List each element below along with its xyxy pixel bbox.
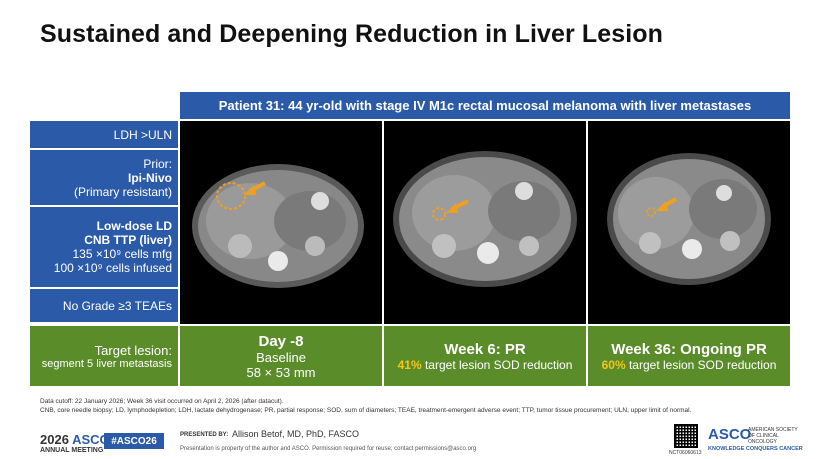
timepoint-title: Week 6: PR xyxy=(444,340,526,358)
footnote-line-2: CNB, core needle biopsy; LD, lymphodeple… xyxy=(40,406,692,414)
ldh-text: LDH >ULN xyxy=(113,127,172,142)
property-notice: Presentation is property of the author a… xyxy=(180,446,477,452)
teae-box: No Grade ≥3 TEAEs xyxy=(30,289,178,322)
timepoint-title: Day -8 xyxy=(258,332,304,350)
ct-scan-image xyxy=(192,164,364,288)
teae-text: No Grade ≥3 TEAEs xyxy=(62,298,172,313)
nct-number: NCT06060613 xyxy=(669,450,702,456)
reduction-percent: 60% xyxy=(601,357,626,372)
target-lesion-label: Target lesion: xyxy=(94,342,172,358)
target-lesion-box: Target lesion: segment 5 liver metastasi… xyxy=(30,326,178,386)
asco-society-name: AMERICAN SOCIETY OF CLINICAL ONCOLOGY xyxy=(748,427,798,445)
reduction-text: target lesion SOD reduction xyxy=(625,357,777,372)
meeting-sub: ANNUAL MEETING xyxy=(40,447,104,454)
ct-scan-image xyxy=(393,151,577,287)
patient-header: Patient 31: 44 yr-old with stage IV M1c … xyxy=(180,92,790,119)
ct-scan-image xyxy=(607,153,771,285)
ld-label: Low-dose LD xyxy=(96,219,172,233)
reduction-text: target lesion SOD reduction xyxy=(421,357,573,372)
ldh-box: LDH >ULN xyxy=(30,121,178,148)
timepoint-size: 58 × 53 mm xyxy=(246,364,316,380)
meeting-year: 2026 xyxy=(40,432,69,447)
meeting-name: ASCO xyxy=(72,432,110,447)
presented-by-label: PRESENTED BY: xyxy=(180,432,229,438)
asco-meeting-logo: 2026 ASCO ANNUAL MEETING xyxy=(40,433,110,454)
timepoint-day-minus-8: Day -8 Baseline 58 × 53 mm xyxy=(180,326,382,386)
prior-status: (Primary resistant) xyxy=(73,184,172,199)
left-column: LDH >ULN Prior: Ipi-Nivo (Primary resist… xyxy=(30,121,178,324)
timepoint-reduction: 41% target lesion SOD reduction xyxy=(384,358,586,372)
presenter-name: Allison Betof, MD, PhD, FASCO xyxy=(232,429,360,439)
qr-code-icon xyxy=(674,424,698,448)
timepoint-reduction: 60% target lesion SOD reduction xyxy=(588,358,790,372)
ct-scan-week-6 xyxy=(384,121,586,324)
prior-box: Prior: Ipi-Nivo (Primary resistant) xyxy=(30,150,178,205)
footnote-line-1: Data cutoff: 22 January 2026; Week 36 vi… xyxy=(40,398,284,405)
asco-society-tagline: KNOWLEDGE CONQUERS CANCER xyxy=(708,446,803,452)
target-lesion-sub: segment 5 liver metastasis xyxy=(41,357,172,370)
timepoint-baseline: Baseline xyxy=(256,349,306,365)
therapy-box: Low-dose LD CNB TTP (liver) 135 ×10⁹ cel… xyxy=(30,207,178,287)
footnote: Data cutoff: 22 January 2026; Week 36 vi… xyxy=(40,398,691,416)
cells-infused: 100 ×10⁹ cells infused xyxy=(53,261,172,275)
timepoint-week-6: Week 6: PR 41% target lesion SOD reducti… xyxy=(384,326,586,386)
page-title: Sustained and Deepening Reduction in Liv… xyxy=(40,20,664,48)
cnb-label: CNB TTP (liver) xyxy=(84,233,172,247)
ct-scan-day-minus-8 xyxy=(180,121,382,324)
asco-society-logo: ASCO xyxy=(708,426,752,443)
ct-scan-week-36 xyxy=(588,121,790,324)
timepoint-title: Week 36: Ongoing PR xyxy=(611,340,767,358)
reduction-percent: 41% xyxy=(397,357,422,372)
cells-mfg: 135 ×10⁹ cells mfg xyxy=(72,247,172,261)
timepoint-week-36: Week 36: Ongoing PR 60% target lesion SO… xyxy=(588,326,790,386)
prior-label: Prior: xyxy=(143,156,172,171)
prior-treatment: Ipi-Nivo xyxy=(128,170,172,185)
hashtag-badge: #ASCO26 xyxy=(104,433,164,449)
